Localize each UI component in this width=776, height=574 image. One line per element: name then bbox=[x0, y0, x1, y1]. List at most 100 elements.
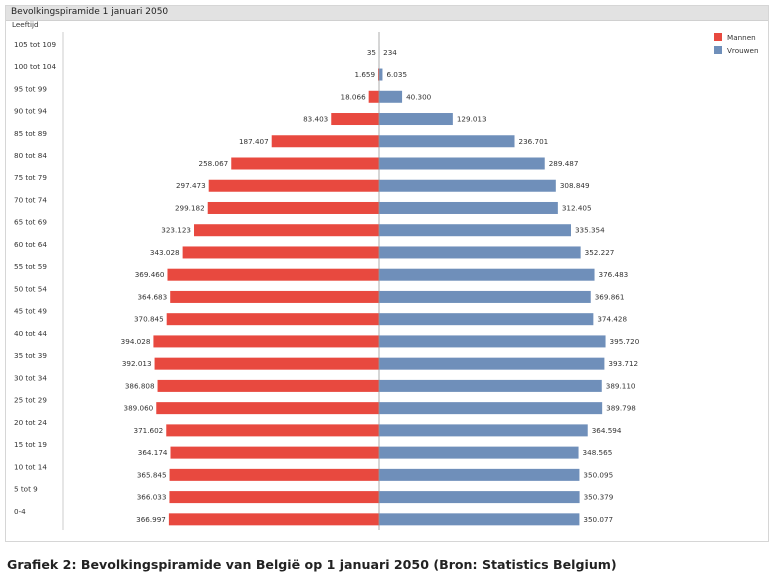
bar-vrouwen bbox=[379, 424, 588, 437]
bar-vrouwen bbox=[379, 157, 545, 170]
bar-vrouwen bbox=[379, 335, 606, 348]
plot-area: 105 tot 109 35 234 100 tot 104 1.659 6.035 95 … bbox=[14, 32, 640, 530]
bar-mannen bbox=[378, 68, 379, 81]
bar-mannen bbox=[331, 113, 379, 126]
bar-mannen bbox=[168, 513, 379, 526]
data-label-vrouwen: 374.428 bbox=[597, 315, 627, 324]
bar-vrouwen bbox=[379, 379, 602, 392]
bar-mannen bbox=[154, 357, 379, 370]
y-tick-label: 90 tot 94 bbox=[14, 107, 47, 116]
data-label-mannen: 365.845 bbox=[137, 470, 167, 479]
data-label-vrouwen: 350.095 bbox=[583, 470, 613, 479]
bar-mannen bbox=[231, 157, 379, 170]
data-label-vrouwen: 350.077 bbox=[583, 515, 613, 524]
bar-vrouwen bbox=[379, 268, 595, 281]
y-tick-label: 50 tot 54 bbox=[14, 284, 47, 293]
data-label-mannen: 18.066 bbox=[341, 92, 367, 101]
bar-mannen bbox=[167, 268, 379, 281]
data-label-vrouwen: 389.798 bbox=[606, 404, 636, 413]
y-tick-label: 5 tot 9 bbox=[14, 485, 38, 494]
bar-mannen bbox=[170, 446, 379, 459]
bar-vrouwen bbox=[379, 90, 403, 103]
legend-swatch-mannen bbox=[714, 33, 722, 41]
y-tick-label: 40 tot 44 bbox=[14, 329, 47, 338]
data-label-vrouwen: 352.227 bbox=[585, 248, 615, 257]
data-label-vrouwen: 348.565 bbox=[583, 448, 613, 457]
data-label-mannen: 389.060 bbox=[124, 404, 154, 413]
y-tick-label: 95 tot 99 bbox=[14, 84, 47, 93]
bar-mannen bbox=[166, 424, 379, 437]
data-label-vrouwen: 369.861 bbox=[595, 292, 625, 301]
data-label-mannen: 35 bbox=[367, 48, 376, 57]
bar-mannen bbox=[169, 491, 379, 504]
data-label-mannen: 299.182 bbox=[175, 203, 205, 212]
bar-vrouwen bbox=[379, 513, 580, 526]
y-tick-label: 65 tot 69 bbox=[14, 218, 47, 227]
y-tick-label: 25 tot 29 bbox=[14, 396, 47, 405]
data-label-vrouwen: 350.379 bbox=[584, 493, 614, 502]
figure-caption: Grafiek 2: Bevolkingspiramide van België… bbox=[7, 557, 617, 572]
y-tick-label: 0-4 bbox=[14, 507, 26, 516]
y-axis-label: Leeftijd bbox=[12, 20, 39, 29]
bar-vrouwen bbox=[379, 491, 580, 504]
y-tick-label: 85 tot 89 bbox=[14, 129, 47, 138]
data-label-vrouwen: 236.701 bbox=[519, 137, 549, 146]
bar-mannen bbox=[182, 246, 379, 259]
data-label-vrouwen: 364.594 bbox=[592, 426, 622, 435]
data-label-mannen: 258.067 bbox=[199, 159, 229, 168]
bar-vrouwen bbox=[379, 224, 571, 237]
data-label-vrouwen: 289.487 bbox=[549, 159, 579, 168]
bar-vrouwen bbox=[379, 201, 558, 214]
y-tick-label: 55 tot 59 bbox=[14, 262, 47, 271]
data-label-vrouwen: 308.849 bbox=[560, 181, 590, 190]
bar-mannen bbox=[271, 135, 379, 148]
data-label-mannen: 364.683 bbox=[137, 292, 167, 301]
bar-mannen bbox=[156, 402, 379, 415]
data-label-vrouwen: 335.354 bbox=[575, 226, 605, 235]
legend: Mannen Vrouwen bbox=[714, 33, 759, 55]
data-label-mannen: 1.659 bbox=[354, 70, 375, 79]
y-tick-label: 75 tot 79 bbox=[14, 173, 47, 182]
data-label-mannen: 364.174 bbox=[138, 448, 168, 457]
data-label-vrouwen: 395.720 bbox=[610, 337, 640, 346]
legend-label-vrouwen: Vrouwen bbox=[727, 46, 759, 55]
bar-vrouwen bbox=[379, 446, 579, 459]
bar-mannen bbox=[166, 313, 379, 326]
data-label-vrouwen: 40.300 bbox=[406, 92, 432, 101]
y-tick-label: 35 tot 39 bbox=[14, 351, 47, 360]
bar-vrouwen bbox=[379, 179, 556, 192]
bar-vrouwen bbox=[379, 246, 581, 259]
data-label-vrouwen: 376.483 bbox=[599, 270, 629, 279]
data-label-mannen: 343.028 bbox=[150, 248, 180, 257]
data-label-mannen: 297.473 bbox=[176, 181, 206, 190]
data-label-mannen: 369.460 bbox=[135, 270, 165, 279]
chart-title: Bevolkingspiramide 1 januari 2050 bbox=[11, 7, 169, 17]
bar-vrouwen bbox=[379, 68, 383, 81]
bar-vrouwen bbox=[379, 135, 515, 148]
data-label-mannen: 370.845 bbox=[134, 315, 164, 324]
bar-mannen bbox=[368, 90, 379, 103]
legend-swatch-vrouwen bbox=[714, 46, 722, 54]
data-label-mannen: 386.808 bbox=[125, 381, 155, 390]
y-tick-label: 30 tot 34 bbox=[14, 373, 47, 382]
data-label-mannen: 83.403 bbox=[303, 115, 328, 124]
y-tick-label: 10 tot 14 bbox=[14, 462, 47, 471]
data-label-vrouwen: 234 bbox=[383, 48, 397, 57]
data-label-mannen: 366.033 bbox=[137, 493, 167, 502]
data-label-vrouwen: 129.013 bbox=[457, 115, 487, 124]
bar-mannen bbox=[194, 224, 379, 237]
bar-vrouwen bbox=[379, 113, 453, 126]
y-tick-label: 100 tot 104 bbox=[14, 62, 56, 71]
bar-vrouwen bbox=[379, 357, 605, 370]
bar-vrouwen bbox=[379, 402, 603, 415]
bar-vrouwen bbox=[379, 290, 591, 303]
y-tick-label: 70 tot 74 bbox=[14, 195, 47, 204]
data-label-vrouwen: 6.035 bbox=[386, 70, 407, 79]
data-label-vrouwen: 389.110 bbox=[606, 381, 636, 390]
bar-mannen bbox=[169, 468, 379, 481]
y-tick-label: 20 tot 24 bbox=[14, 418, 47, 427]
y-tick-label: 80 tot 84 bbox=[14, 151, 47, 160]
data-label-mannen: 323.123 bbox=[161, 226, 191, 235]
bar-vrouwen bbox=[379, 468, 580, 481]
